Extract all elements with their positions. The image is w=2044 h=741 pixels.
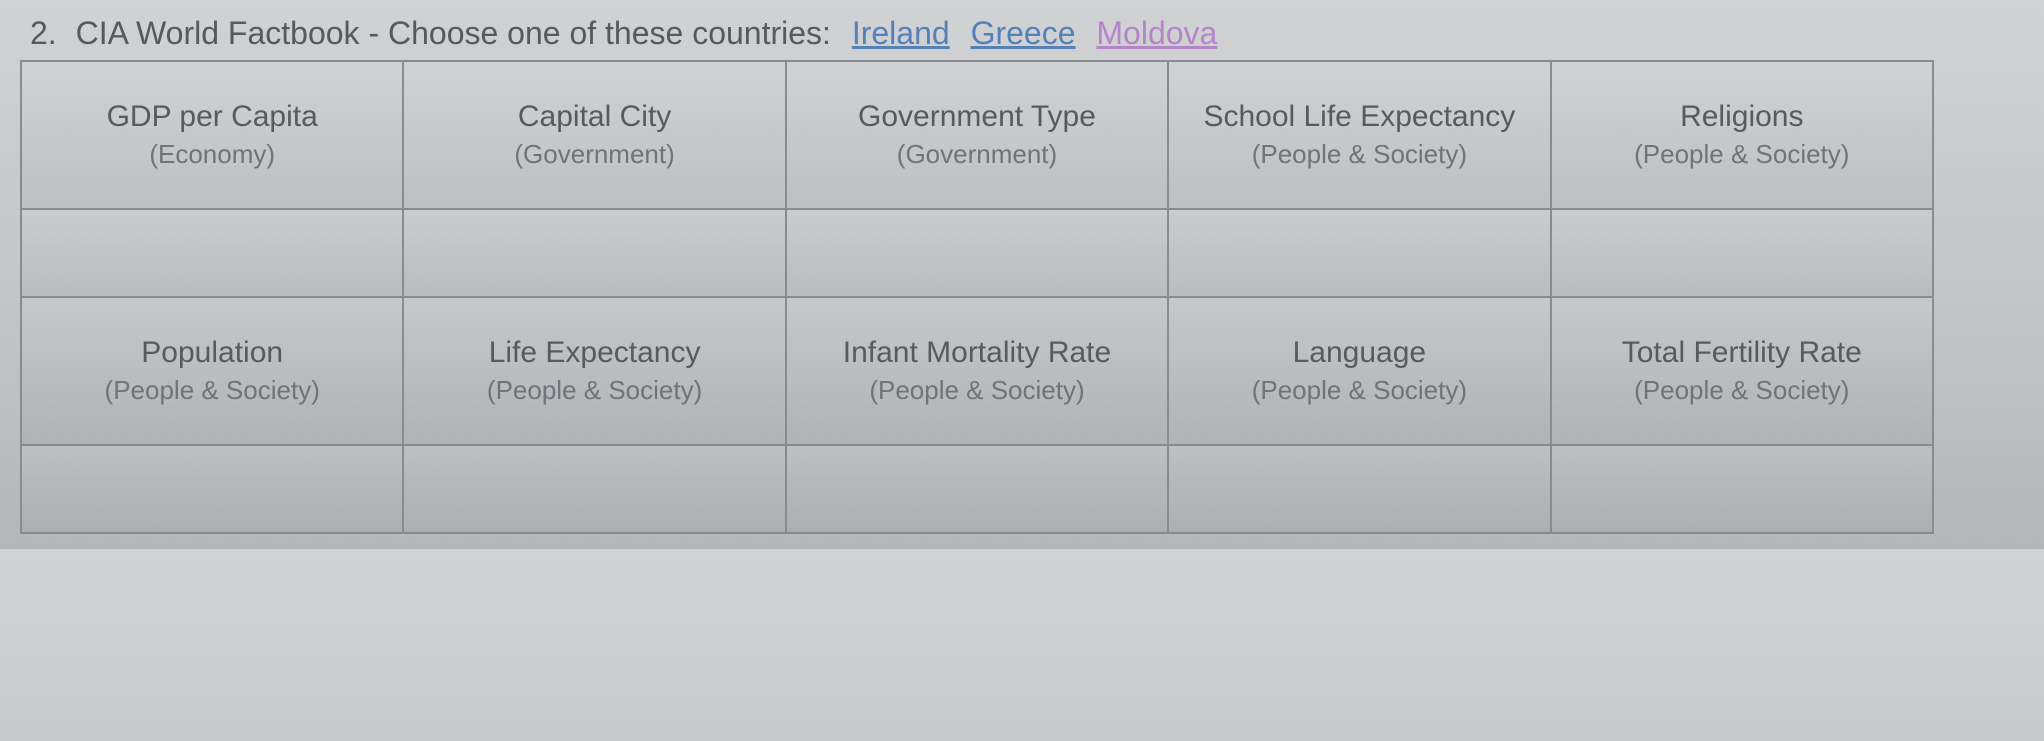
- cell-title: Infant Mortality Rate: [797, 334, 1157, 372]
- table-row: Population (People & Society) Life Expec…: [21, 297, 2024, 445]
- cell-title: Language: [1179, 334, 1539, 372]
- table-cell-ghost: [1933, 297, 2024, 445]
- table-cell[interactable]: [21, 209, 403, 297]
- cell-title: Population: [32, 334, 392, 372]
- cell-title: Government Type: [797, 98, 1157, 136]
- cell-category: (People & Society): [1562, 138, 1922, 172]
- table-cell[interactable]: GDP per Capita (Economy): [21, 61, 403, 209]
- cell-category: (People & Society): [1179, 374, 1539, 408]
- country-link-greece[interactable]: Greece: [971, 15, 1076, 51]
- country-link-ireland[interactable]: Ireland: [852, 15, 950, 51]
- table-cell-ghost: [1933, 61, 2024, 209]
- table-cell-ghost: [1933, 445, 2024, 533]
- country-link-moldova[interactable]: Moldova: [1096, 15, 1217, 51]
- cell-title: GDP per Capita: [32, 98, 392, 136]
- table-cell[interactable]: [1551, 209, 1933, 297]
- table-cell[interactable]: [403, 445, 785, 533]
- table-cell[interactable]: [1551, 445, 1933, 533]
- cell-category: (Government): [797, 138, 1157, 172]
- question-header: 2. CIA World Factbook - Choose one of th…: [20, 15, 2024, 52]
- table-cell[interactable]: School Life Expectancy (People & Society…: [1168, 61, 1550, 209]
- cell-title: Religions: [1562, 98, 1922, 136]
- table-cell[interactable]: Total Fertility Rate (People & Society): [1551, 297, 1933, 445]
- cell-title: Life Expectancy: [414, 334, 774, 372]
- cell-title: Capital City: [414, 98, 774, 136]
- table-row: [21, 445, 2024, 533]
- table-cell[interactable]: [786, 209, 1168, 297]
- question-number: 2.: [30, 15, 57, 51]
- table-row: [21, 209, 2024, 297]
- cell-category: (People & Society): [1562, 374, 1922, 408]
- table-cell[interactable]: Capital City (Government): [403, 61, 785, 209]
- cell-category: (People & Society): [414, 374, 774, 408]
- cell-category: (People & Society): [797, 374, 1157, 408]
- table-cell-ghost: [1933, 209, 2024, 297]
- cell-category: (Government): [414, 138, 774, 172]
- table-cell[interactable]: Infant Mortality Rate (People & Society): [786, 297, 1168, 445]
- worksheet-table: GDP per Capita (Economy) Capital City (G…: [20, 60, 2024, 534]
- table-row: GDP per Capita (Economy) Capital City (G…: [21, 61, 2024, 209]
- cell-title: School Life Expectancy: [1179, 98, 1539, 136]
- table-cell[interactable]: Religions (People & Society): [1551, 61, 1933, 209]
- table-cell[interactable]: [403, 209, 785, 297]
- table-cell[interactable]: [1168, 209, 1550, 297]
- table-cell[interactable]: [1168, 445, 1550, 533]
- cell-title: Total Fertility Rate: [1562, 334, 1922, 372]
- table-cell[interactable]: Life Expectancy (People & Society): [403, 297, 785, 445]
- cell-category: (People & Society): [1179, 138, 1539, 172]
- table-cell[interactable]: Population (People & Society): [21, 297, 403, 445]
- question-prompt: CIA World Factbook - Choose one of these…: [76, 15, 831, 51]
- table-cell[interactable]: Language (People & Society): [1168, 297, 1550, 445]
- table-cell[interactable]: [21, 445, 403, 533]
- cell-category: (People & Society): [32, 374, 392, 408]
- table-cell[interactable]: Government Type (Government): [786, 61, 1168, 209]
- cell-category: (Economy): [32, 138, 392, 172]
- table-cell[interactable]: [786, 445, 1168, 533]
